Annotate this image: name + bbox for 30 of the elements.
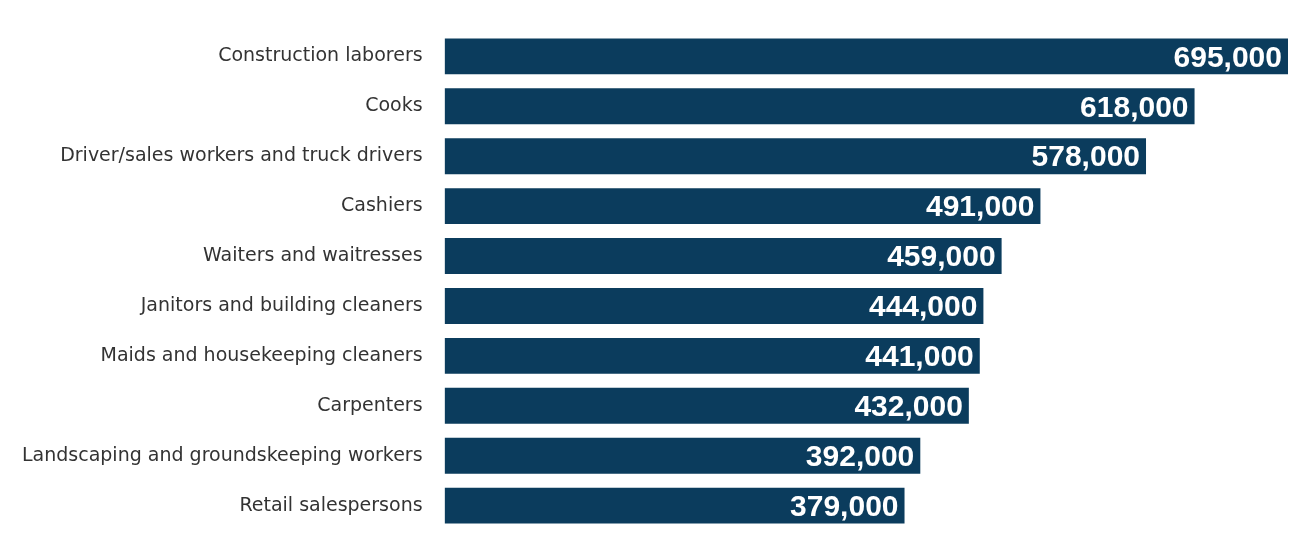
data-label: 379,000 [790, 488, 899, 522]
bar [444, 188, 1041, 225]
bar [444, 287, 984, 324]
y-tick-label: Driver/sales workers and truck drivers [60, 143, 423, 166]
bar [444, 387, 969, 424]
y-tick-label: Cashiers [341, 193, 423, 216]
data-label: 441,000 [865, 339, 974, 373]
bar [444, 487, 905, 524]
data-label: 459,000 [887, 239, 996, 273]
data-label: 491,000 [925, 189, 1035, 223]
y-tick-label: Janitors and building cleaners [139, 292, 423, 315]
y-tick-label: Cooks [365, 93, 423, 116]
bar [444, 337, 980, 374]
data-label: 432,000 [854, 389, 963, 423]
data-label: 444,000 [868, 289, 978, 323]
y-tick-label: Waiters and waitresses [203, 242, 423, 265]
y-tick-label: Landscaping and groundskeeping workers [21, 442, 423, 465]
bar [444, 38, 1288, 75]
y-tick-label: Carpenters [317, 392, 423, 415]
y-tick-label: Maids and housekeeping cleaners [100, 342, 423, 365]
y-tick-label: Retail salespersons [239, 492, 423, 515]
bar [444, 238, 1002, 275]
data-label: 578,000 [1031, 139, 1141, 173]
y-tick-label: Construction laborers [218, 43, 423, 66]
data-label: 392,000 [805, 438, 915, 472]
bar [444, 88, 1195, 125]
data-label: 618,000 [1080, 89, 1189, 123]
bar [444, 437, 921, 474]
bar [444, 138, 1147, 175]
data-label: 695,000 [1173, 39, 1282, 73]
